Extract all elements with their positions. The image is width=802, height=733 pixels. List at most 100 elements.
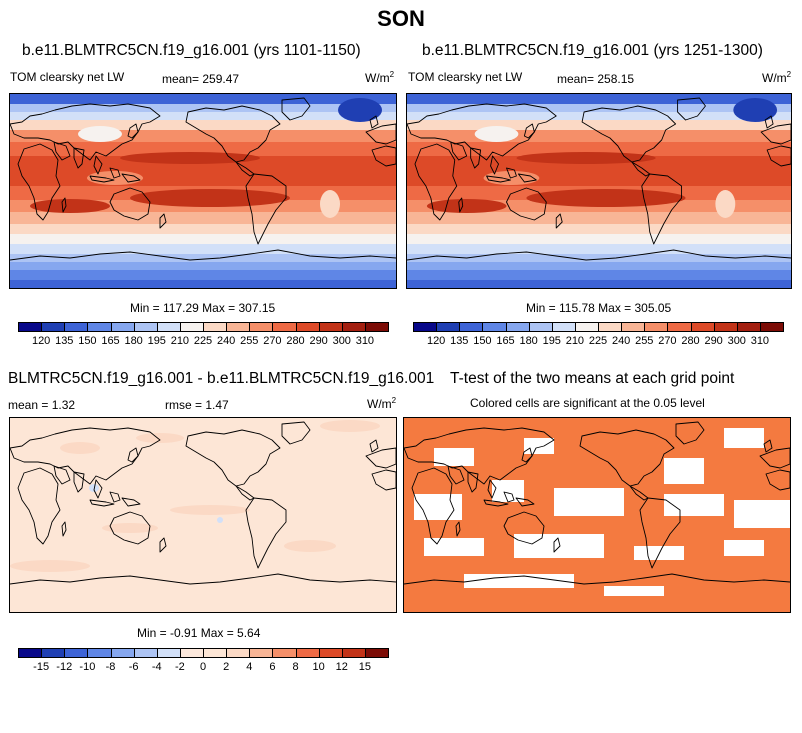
colorbar-swatch <box>64 648 89 658</box>
field-band <box>407 262 791 271</box>
panel-3-units: W/m2 <box>367 396 397 411</box>
panel-2-map <box>406 93 792 289</box>
colorbar-tick-label: 240 <box>216 335 236 347</box>
field-band <box>407 142 791 157</box>
field-band <box>407 156 791 173</box>
cold-region <box>338 98 382 122</box>
field-band <box>10 262 396 271</box>
colorbar-swatch <box>203 648 228 658</box>
field-band <box>407 280 791 288</box>
negative-anomaly <box>217 517 223 523</box>
non-significant-cell <box>464 574 574 588</box>
colorbar-swatch <box>272 322 297 332</box>
colorbar-tick-label: 195 <box>542 335 561 347</box>
colorbar-tick-label: -8 <box>105 661 116 673</box>
cool-region <box>715 190 736 218</box>
colorbar-swatch <box>295 322 320 332</box>
panel-2-minmax: Min = 115.78 Max = 305.05 <box>526 301 672 315</box>
panel-1-field-label: TOM clearsky net LW <box>10 70 125 84</box>
warm-core <box>30 199 110 213</box>
field-band <box>10 270 396 281</box>
colorbar-tick-label: -15 <box>33 661 50 673</box>
field-band <box>407 94 791 105</box>
cool-region <box>474 126 519 142</box>
colorbar-swatch <box>18 322 43 332</box>
colorbar-swatch <box>226 648 251 658</box>
panel-2-field-label: TOM clearsky net LW <box>408 70 523 84</box>
colorbar-tick-label: 180 <box>519 335 538 347</box>
field-band <box>407 172 791 187</box>
colorbar-tick-label: 225 <box>588 335 608 347</box>
colorbar-swatch <box>133 648 158 658</box>
colorbar-tick-label: -6 <box>128 661 139 673</box>
colorbar-swatch <box>41 648 66 658</box>
non-significant-cell <box>514 534 604 558</box>
panel-3-rmse: rmse = 1.47 <box>165 398 229 412</box>
colorbar-swatch <box>272 648 297 658</box>
colorbar-swatch <box>528 322 553 332</box>
panel-3-map-plot <box>10 418 396 612</box>
colorbar-swatch <box>87 322 112 332</box>
colorbar-swatch <box>156 648 181 658</box>
colorbar-swatch <box>574 322 599 332</box>
colorbar-swatch <box>759 322 784 332</box>
panel-3-minmax: Min = -0.91 Max = 5.64 <box>137 626 261 640</box>
colorbar-tick-label: 270 <box>658 335 677 347</box>
colorbar-swatch <box>482 322 507 332</box>
warm-core <box>526 189 686 207</box>
colorbar-tick-label: 150 <box>78 335 97 347</box>
field-band <box>10 120 396 131</box>
colorbar-tick-label: 0 <box>199 661 207 673</box>
colorbar-tick-label: 4 <box>246 661 253 673</box>
positive-anomaly <box>136 433 184 443</box>
colorbar-swatch <box>110 648 135 658</box>
non-significant-cell <box>724 540 764 556</box>
colorbar-swatch <box>690 322 715 332</box>
non-significant-cell <box>414 494 462 520</box>
colorbar-swatch <box>64 322 89 332</box>
field-band <box>10 244 396 255</box>
colorbar-swatch <box>179 322 204 332</box>
colorbar-swatch <box>505 322 530 332</box>
field-band <box>10 172 396 187</box>
colorbar-swatch <box>133 322 158 332</box>
colorbar-tick-label: 8 <box>292 661 299 673</box>
colorbar-swatch <box>621 322 646 332</box>
colorbar-tick-label: 300 <box>332 335 351 347</box>
colorbar-swatch <box>249 322 274 332</box>
panel-3-map <box>9 417 397 613</box>
colorbar-tick-label: 15 <box>358 661 371 673</box>
colorbar-tick-label: 195 <box>147 335 166 347</box>
field-band <box>10 234 396 245</box>
positive-anomaly <box>102 523 158 533</box>
panel-3-title: BLMTRC5CN.f19_g16.001 - b.e11.BLMTRC5CN.… <box>8 370 435 387</box>
colorbar-swatch <box>459 322 484 332</box>
panel-1-units: W/m2 <box>365 70 395 85</box>
non-significant-cell <box>554 488 624 516</box>
non-significant-cell <box>734 500 790 528</box>
warm-core <box>426 199 507 213</box>
positive-anomaly <box>60 442 100 454</box>
field-band <box>407 212 791 225</box>
colorbar-swatch <box>644 322 669 332</box>
colorbar-swatch <box>598 322 623 332</box>
panel-4-map-plot <box>404 418 790 612</box>
panel-2-units: W/m2 <box>762 70 792 85</box>
panel-2-title: b.e11.BLMTRC5CN.f19_g16.001 (yrs 1251-13… <box>422 42 763 59</box>
panel-1-minmax: Min = 117.29 Max = 307.15 <box>130 301 276 315</box>
panel-1-title: b.e11.BLMTRC5CN.f19_g16.001 (yrs 1101-11… <box>22 42 361 59</box>
field-band <box>10 94 396 105</box>
field-band <box>10 280 396 288</box>
colorbar-tick-label: 12 <box>335 661 348 673</box>
non-significant-cell <box>492 480 524 502</box>
non-significant-cell <box>524 438 554 454</box>
cool-region <box>78 126 122 142</box>
colorbar-swatch <box>41 322 66 332</box>
field-band <box>10 112 396 121</box>
colorbar-tick-label: -2 <box>174 661 185 673</box>
colorbar-swatch <box>156 322 181 332</box>
colorbar-tick-label: 310 <box>355 335 375 347</box>
colorbar-swatch <box>295 648 320 658</box>
non-significant-cell <box>664 494 724 516</box>
colorbar-tick-label: 210 <box>170 335 190 347</box>
